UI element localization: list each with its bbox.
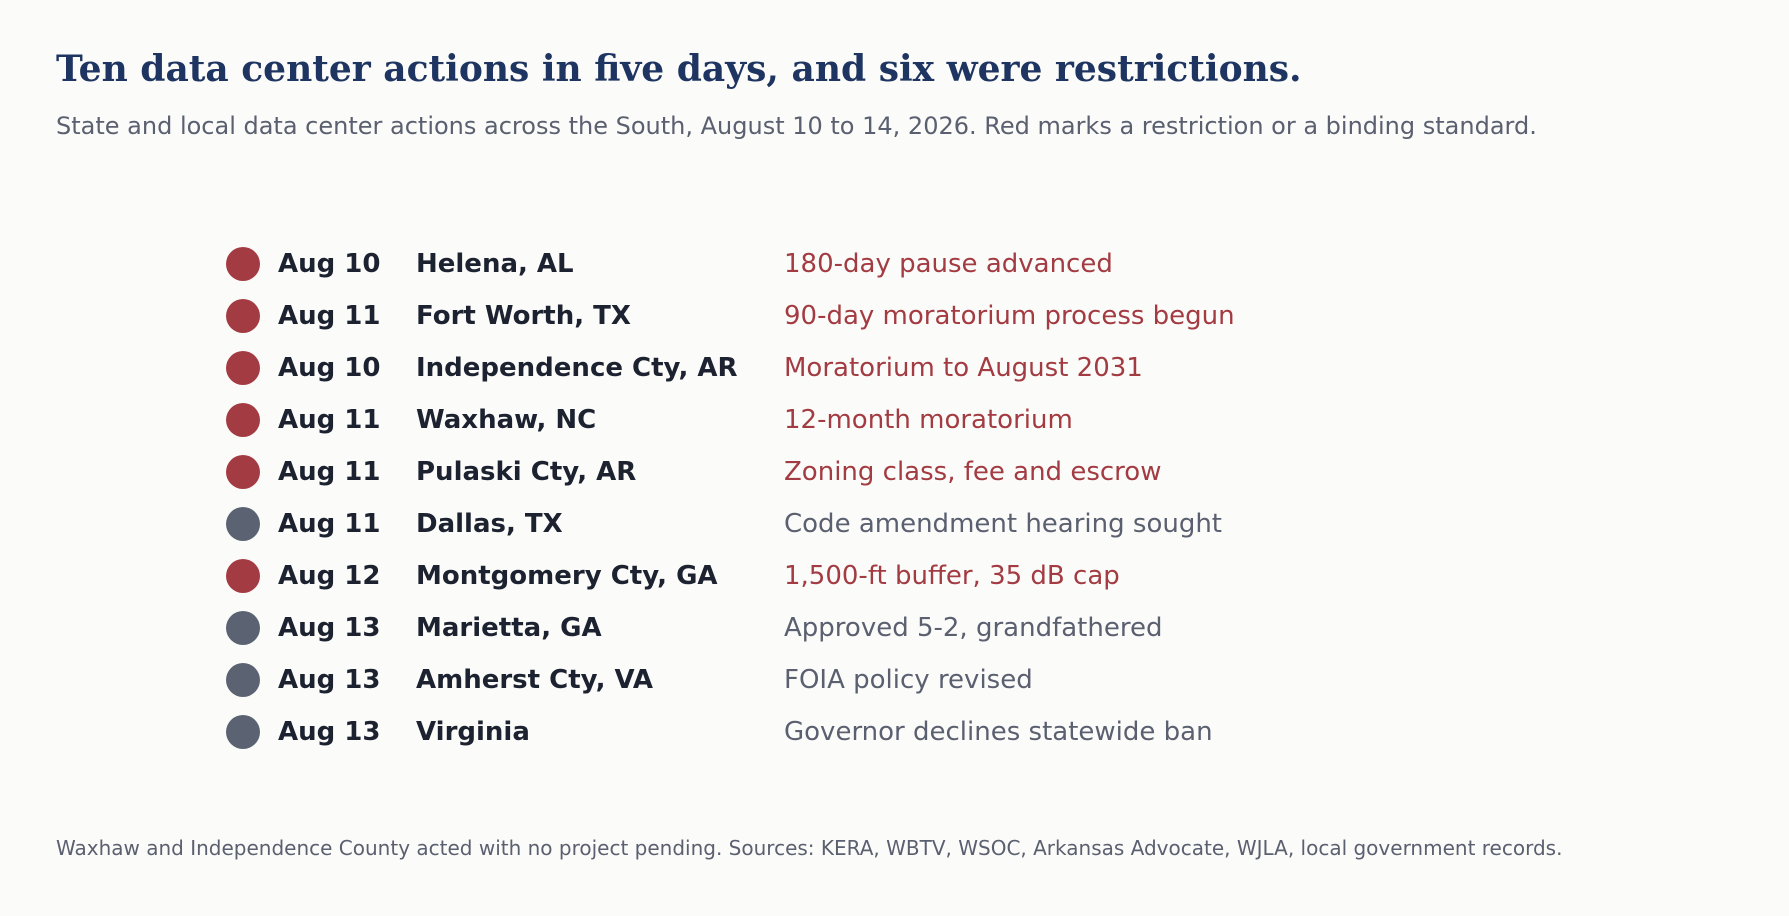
restriction-dot [226,403,260,437]
row-action: Code amendment hearing sought [784,509,1223,539]
table-row: Aug 10 Independence Cty, AR Moratorium to … [0,342,1789,394]
restriction-dot [226,299,260,333]
table-row: Aug 11 Pulaski Cty, AR Zoning class, fee a… [0,446,1789,498]
row-action: Moratorium to August 2031 [784,353,1143,383]
row-date: Aug 11 [278,457,381,487]
table-row: Aug 11 Dallas, TX Code amendment hearing s… [0,498,1789,550]
restriction-dot [226,559,260,593]
table-row: Aug 13 Virginia Governor declines statewid… [0,706,1789,758]
row-date: Aug 13 [278,665,381,695]
row-date: Aug 10 [278,249,381,279]
table-row: Aug 11 Waxhaw, NC 12-month moratorium [0,394,1789,446]
table-row: Aug 11 Fort Worth, TX 90-day moratorium pr… [0,290,1789,342]
restriction-dot [226,247,260,281]
row-action: Zoning class, fee and escrow [784,457,1162,487]
row-place: Marietta, GA [416,613,602,643]
table-row: Aug 13 Amherst Cty, VA FOIA policy revised [0,654,1789,706]
row-date: Aug 13 [278,717,381,747]
row-place: Pulaski Cty, AR [416,457,637,487]
row-place: Virginia [416,717,530,747]
row-date: Aug 13 [278,613,381,643]
row-date: Aug 11 [278,509,381,539]
other-action-dot [226,611,260,645]
row-place: Montgomery Cty, GA [416,561,718,591]
table-row: Aug 13 Marietta, GA Approved 5-2, grandfat… [0,602,1789,654]
row-place: Helena, AL [416,249,574,279]
chart-footnote: Waxhaw and Independence County acted wit… [56,836,1563,860]
row-action: 12-month moratorium [784,405,1073,435]
row-action: FOIA policy revised [784,665,1033,695]
row-place: Fort Worth, TX [416,301,631,331]
row-action: 90-day moratorium process begun [784,301,1235,331]
row-date: Aug 11 [278,301,381,331]
row-date: Aug 10 [278,353,381,383]
restriction-dot [226,455,260,489]
other-action-dot [226,507,260,541]
row-action: Approved 5-2, grandfathered [784,613,1163,643]
row-action: 180-day pause advanced [784,249,1113,279]
row-place: Dallas, TX [416,509,563,539]
row-place: Waxhaw, NC [416,405,597,435]
row-date: Aug 12 [278,561,381,591]
row-action: Governor declines statewide ban [784,717,1213,747]
chart-title: Ten data center actions in five days, an… [56,48,1302,90]
row-action: 1,500-ft buffer, 35 dB cap [784,561,1120,591]
row-place: Independence Cty, AR [416,353,738,383]
other-action-dot [226,663,260,697]
row-date: Aug 11 [278,405,381,435]
chart-subtitle: State and local data center actions acro… [56,112,1537,140]
restriction-dot [226,351,260,385]
table-row: Aug 12 Montgomery Cty, GA 1,500-ft buffer,… [0,550,1789,602]
row-place: Amherst Cty, VA [416,665,653,695]
table-row: Aug 10 Helena, AL 180-day pause advanced [0,238,1789,290]
other-action-dot [226,715,260,749]
